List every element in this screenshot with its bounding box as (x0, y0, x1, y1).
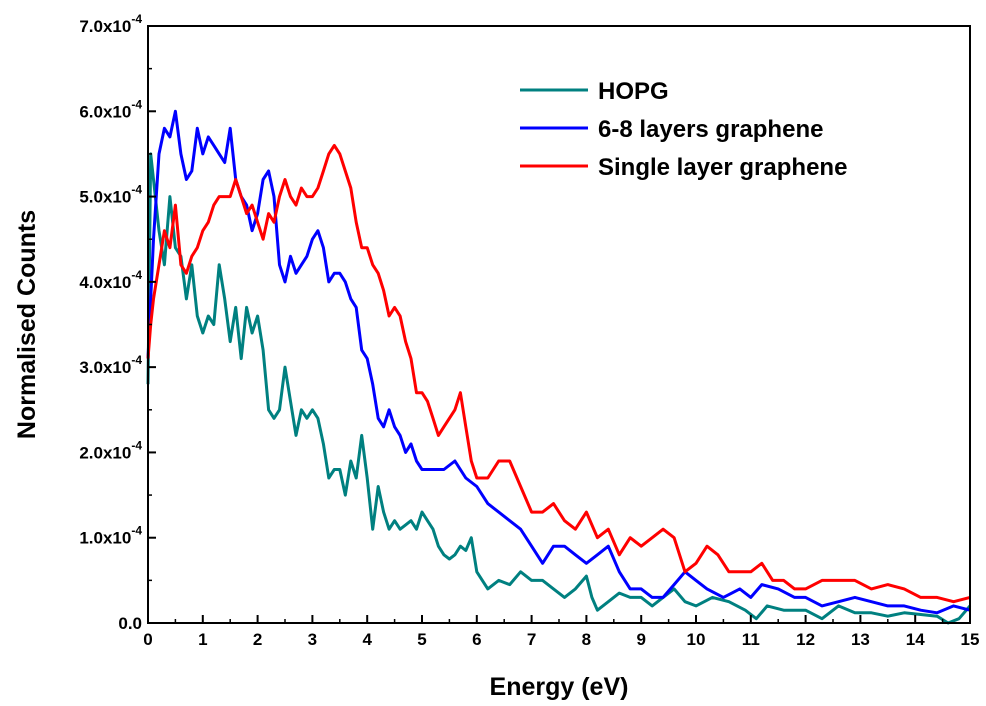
y-tick-label: 2.0x10-4 (79, 438, 142, 462)
x-tick-label: 10 (687, 630, 706, 649)
x-tick-label: 3 (308, 630, 317, 649)
x-tick-label: 5 (417, 630, 426, 649)
x-tick-label: 1 (198, 630, 207, 649)
x-tick-label: 11 (742, 630, 760, 649)
x-tick-label: 7 (527, 630, 536, 649)
y-tick-label: 6.0x10-4 (79, 97, 142, 121)
series-line-1 (148, 111, 970, 613)
legend-label-2: Single layer graphene (598, 154, 847, 181)
y-tick-label: 4.0x10-4 (79, 268, 142, 292)
x-tick-label: 14 (906, 630, 925, 649)
x-tick-label: 0 (143, 630, 152, 649)
x-axis-title: Energy (eV) (490, 673, 629, 701)
x-tick-label: 12 (796, 630, 815, 649)
legend-label-0: HOPG (598, 78, 669, 105)
x-axis: 0 1 2 3 4 5 6 7 8 9 10 11 12 13 14 15 (143, 615, 979, 649)
y-tick-label: 0.0 (118, 614, 142, 633)
x-tick-label: 9 (636, 630, 645, 649)
y-tick-label: 1.0x10-4 (79, 524, 142, 548)
y-tick-label: 5.0x10-4 (79, 183, 142, 207)
x-tick-label: 2 (253, 630, 262, 649)
legend: HOPG 6-8 layers graphene Single layer grap… (520, 78, 847, 181)
x-tick-label: 8 (582, 630, 591, 649)
plot-frame (148, 26, 970, 623)
series-line-2 (148, 145, 970, 601)
x-tick-label: 6 (472, 630, 481, 649)
y-axis: 0.0 1.0x10-4 2.0x10-4 3.0x10-4 4.0x10-4 5.0x1… (79, 12, 156, 633)
x-tick-label: 13 (851, 630, 870, 649)
legend-label-1: 6-8 layers graphene (598, 116, 823, 143)
y-tick-label: 7.0x10-4 (79, 12, 142, 36)
x-tick-label: 4 (362, 630, 372, 649)
x-tick-label: 15 (961, 630, 980, 649)
y-axis-title: Normalised Counts (13, 210, 41, 439)
series-layer (148, 111, 970, 623)
y-tick-label: 3.0x10-4 (79, 353, 142, 377)
series-line-0 (148, 154, 970, 623)
